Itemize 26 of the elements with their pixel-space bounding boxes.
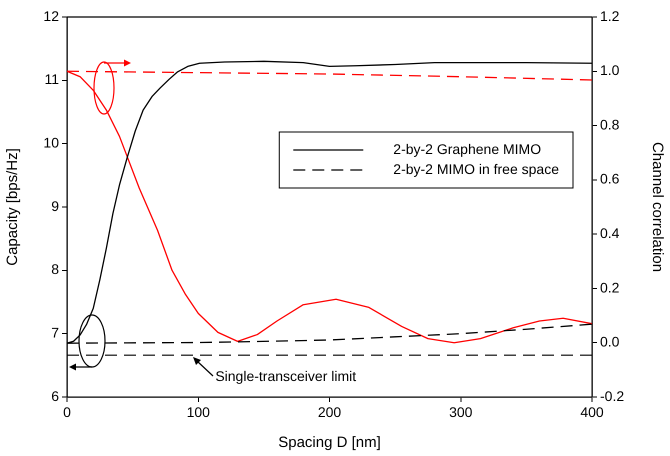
y-tick-label: 10 (43, 134, 60, 151)
y2-axis-title: Channel correlation (648, 142, 666, 272)
y2-tick-label: 0.6 (600, 170, 620, 187)
y-tick-label: 9 (51, 198, 60, 214)
x-tick-label: 0 (63, 404, 72, 420)
y2-tick-label: 0.8 (600, 116, 620, 132)
x-tick-label: 200 (318, 404, 342, 420)
y-axis-title: Capacity [bps/Hz] (4, 148, 22, 266)
x-axis-title: Spacing D [nm] (278, 434, 381, 452)
y2-tick-label: -0.2 (600, 388, 624, 404)
y-tick-label: 11 (44, 71, 60, 88)
y2-tick-label: 0.2 (600, 279, 620, 296)
y-tick-label: 12 (43, 8, 60, 24)
legend-label: 2-by-2 Graphene MIMO (393, 140, 542, 157)
y2-tick-label: 1.0 (600, 62, 620, 78)
y2-tick-label: 0.4 (600, 225, 620, 241)
y2-tick-label: 0.0 (600, 334, 620, 350)
annotation: Single-transceiver limit (215, 368, 356, 384)
y-tick-label: 8 (51, 261, 60, 278)
y-tick-label: 6 (51, 388, 60, 404)
x-tick-label: 300 (449, 404, 473, 420)
y-tick-label: 7 (51, 324, 60, 341)
x-tick-label: 100 (186, 404, 210, 420)
legend-label: 2-by-2 MIMO in free space (393, 160, 560, 177)
x-tick-label: 400 (580, 404, 604, 420)
y2-tick-label: 1.2 (600, 8, 620, 24)
